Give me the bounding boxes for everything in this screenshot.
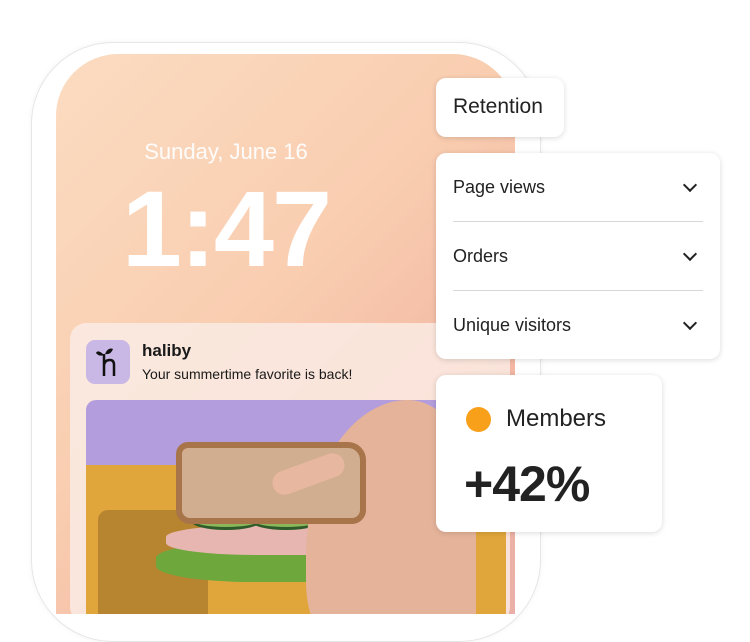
dropdown-orders[interactable]: Orders xyxy=(453,222,703,291)
retention-label: Retention xyxy=(453,95,543,118)
dropdown-page-views[interactable]: Page views xyxy=(453,153,703,222)
status-dot-icon xyxy=(466,407,491,432)
members-label: Members xyxy=(506,405,607,432)
dropdown-label: Unique visitors xyxy=(453,315,572,335)
lock-time: 1:47 xyxy=(121,168,332,289)
notification-app-name: haliby xyxy=(142,341,192,360)
dropdown-label: Page views xyxy=(453,176,546,197)
chevron-down-icon xyxy=(682,315,698,331)
chevron-down-icon xyxy=(682,177,698,192)
members-change: +42% xyxy=(464,456,590,512)
members-card: Members +42% xyxy=(436,375,662,532)
metrics-dropdown-list: Page views Orders Unique visitors xyxy=(436,153,720,359)
haliby-logo-icon xyxy=(86,340,130,384)
lock-date: Sunday, June 16 xyxy=(144,139,308,164)
dropdown-unique-visitors[interactable]: Unique visitors xyxy=(453,291,703,360)
retention-button[interactable]: Retention xyxy=(436,78,564,137)
notification-message: Your summertime favorite is back! xyxy=(142,366,353,382)
dropdown-label: Orders xyxy=(453,245,509,266)
chevron-down-icon xyxy=(682,246,698,261)
